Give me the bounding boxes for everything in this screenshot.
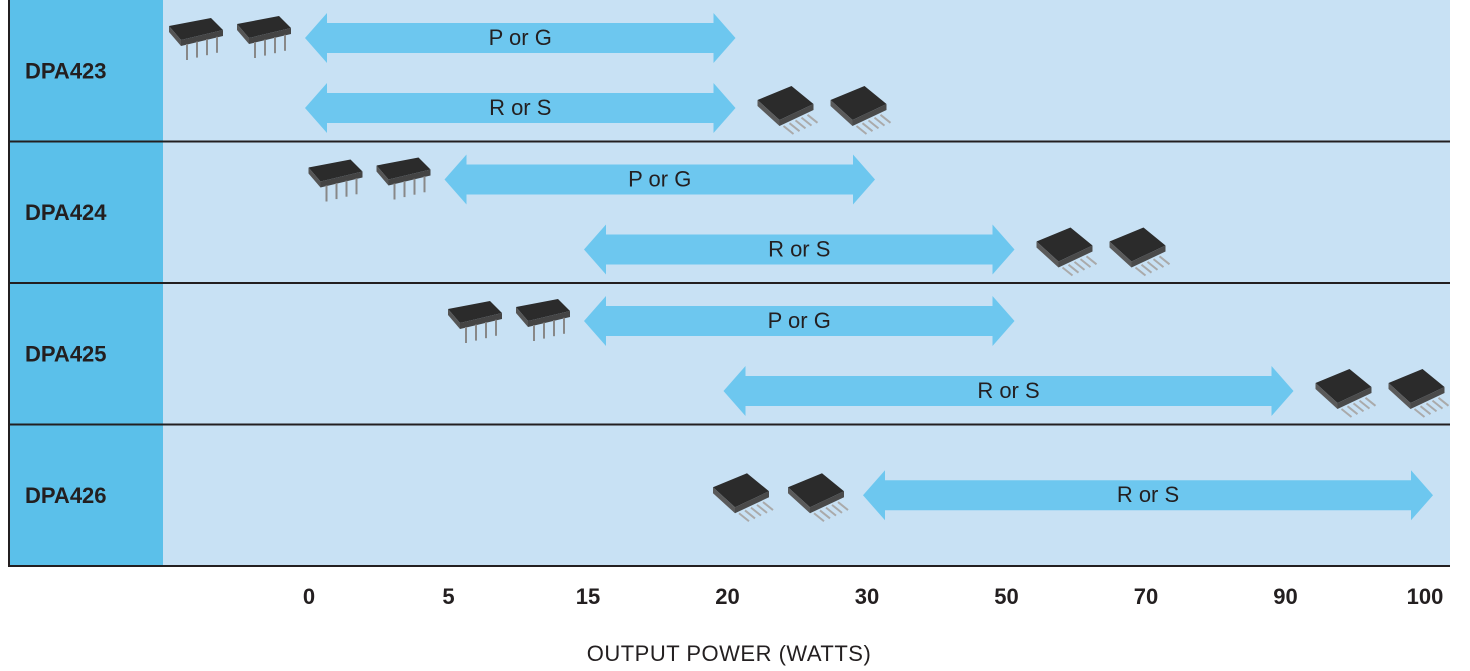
x-tick-label: 5 (442, 584, 454, 609)
row-label: DPA426 (25, 483, 107, 508)
x-tick-label: 30 (855, 584, 879, 609)
x-tick-label: 70 (1134, 584, 1158, 609)
row-label: DPA423 (25, 59, 107, 84)
x-axis-title: OUTPUT POWER (WATTS) (587, 641, 872, 666)
range-label: R or S (768, 236, 830, 261)
range-label: R or S (489, 95, 551, 120)
row-label: DPA424 (25, 200, 107, 225)
x-tick-label: 90 (1273, 584, 1297, 609)
x-tick-label: 0 (303, 584, 315, 609)
range-label: R or S (977, 378, 1039, 403)
x-tick-label: 20 (715, 584, 739, 609)
x-tick-label: 100 (1407, 584, 1444, 609)
x-tick-label: 15 (576, 584, 600, 609)
x-tick-label: 50 (994, 584, 1018, 609)
row-label: DPA425 (25, 342, 107, 367)
range-label: P or G (768, 308, 831, 333)
range-label: P or G (489, 25, 552, 50)
range-label: R or S (1117, 482, 1179, 507)
chart: OUTPUT POWER (WATTS) DPA423 P or G R or S D… (0, 0, 1470, 671)
range-label: P or G (628, 166, 691, 191)
